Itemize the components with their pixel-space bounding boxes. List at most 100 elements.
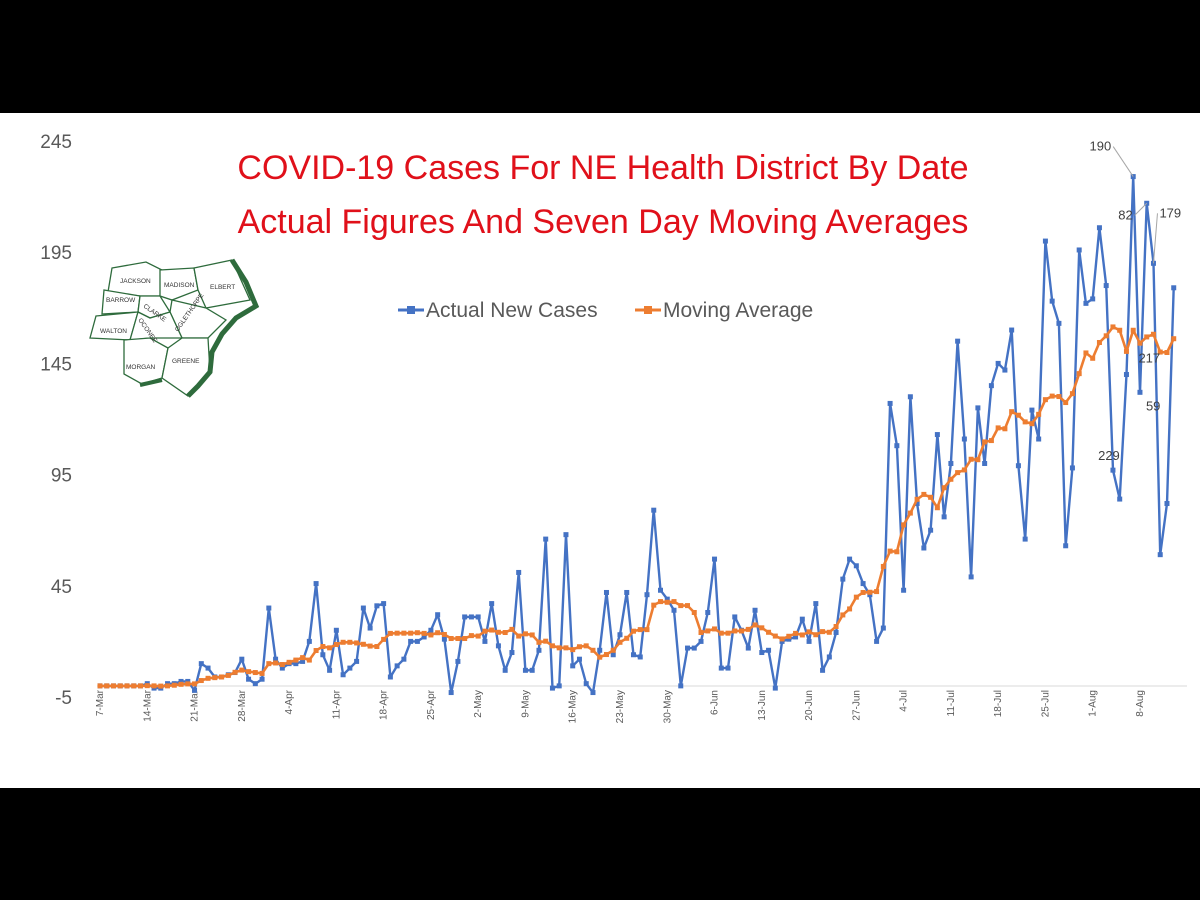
- data-point-moving-average: [333, 642, 339, 648]
- data-point-actual: [455, 658, 461, 664]
- data-point-moving-average: [455, 636, 461, 642]
- data-point-moving-average: [1009, 409, 1015, 415]
- data-point-moving-average: [360, 641, 366, 647]
- data-point-actual: [752, 607, 758, 613]
- data-point-moving-average: [104, 683, 110, 689]
- data-point-moving-average: [1022, 419, 1028, 425]
- data-point-actual: [367, 625, 373, 631]
- x-tick-label: 8-Aug: [1135, 690, 1146, 717]
- data-point-actual: [1063, 543, 1069, 549]
- data-point-actual: [273, 656, 279, 662]
- data-point-actual: [576, 656, 582, 662]
- data-point-moving-average: [117, 683, 123, 689]
- data-point-actual: [766, 647, 772, 653]
- data-point-moving-average: [259, 670, 265, 676]
- data-point-moving-average: [1069, 391, 1075, 397]
- data-point-moving-average: [327, 645, 333, 651]
- data-point-actual: [1171, 285, 1177, 291]
- data-point-moving-average: [367, 643, 373, 649]
- data-point-moving-average: [97, 683, 103, 689]
- data-point-actual: [955, 338, 961, 344]
- data-point-actual: [759, 650, 765, 656]
- data-point-moving-average: [219, 674, 225, 680]
- chart-title: COVID-19 Cases For NE Health District By…: [237, 149, 968, 241]
- data-point-actual: [192, 687, 198, 693]
- data-point-moving-average: [968, 456, 974, 462]
- data-point-moving-average: [313, 648, 319, 654]
- data-point-moving-average: [799, 632, 805, 638]
- legend-item-actual: Actual New Cases: [398, 299, 598, 322]
- data-point-actual: [549, 685, 555, 691]
- data-point-moving-average: [273, 660, 279, 666]
- data-point-actual: [793, 634, 799, 640]
- data-point-moving-average: [766, 629, 772, 635]
- map-label-barrow: BARROW: [106, 297, 136, 304]
- data-point-actual: [657, 587, 663, 593]
- data-point-actual: [482, 638, 488, 644]
- data-label: 229: [1098, 448, 1120, 463]
- data-point-moving-average: [158, 683, 164, 689]
- data-point-actual: [732, 614, 738, 620]
- data-point-actual: [833, 630, 839, 636]
- data-point-actual: [712, 556, 718, 562]
- x-tick-label: 25-Jul: [1040, 690, 1051, 717]
- data-point-moving-average: [590, 647, 596, 653]
- data-point-actual: [333, 627, 339, 633]
- data-point-actual: [887, 400, 893, 406]
- data-point-moving-average: [1110, 324, 1116, 330]
- data-point-actual: [901, 587, 907, 593]
- data-point-moving-average: [610, 647, 616, 653]
- data-point-moving-average: [1164, 350, 1170, 356]
- data-point-moving-average: [1015, 412, 1021, 418]
- data-point-moving-average: [441, 632, 447, 638]
- data-point-moving-average: [489, 627, 495, 633]
- data-point-moving-average: [435, 630, 441, 636]
- data-point-moving-average: [205, 675, 211, 681]
- data-point-actual: [603, 589, 609, 595]
- data-point-actual: [1009, 327, 1015, 333]
- data-point-actual: [354, 658, 360, 664]
- data-point-actual: [300, 658, 306, 664]
- data-label-layer: 229 217 190 179 82 59: [1090, 139, 1182, 464]
- data-point-moving-average: [840, 612, 846, 618]
- data-point-actual: [327, 667, 333, 673]
- data-point-moving-average: [171, 682, 177, 688]
- data-point-moving-average: [401, 630, 407, 636]
- data-point-moving-average: [252, 670, 258, 676]
- data-point-actual: [928, 527, 934, 533]
- data-point-moving-average: [1042, 397, 1048, 403]
- data-point-actual: [786, 636, 792, 642]
- data-point-actual: [880, 625, 886, 631]
- data-point-moving-average: [306, 657, 312, 663]
- data-point-moving-average: [1103, 333, 1109, 339]
- data-point-moving-average: [597, 654, 603, 660]
- data-label: 179: [1159, 205, 1181, 220]
- data-point-moving-average: [522, 631, 528, 637]
- data-point-moving-average: [387, 630, 393, 636]
- data-point-moving-average: [691, 609, 697, 615]
- x-tick-label: 4-Apr: [284, 689, 295, 714]
- data-point-moving-average: [907, 510, 913, 516]
- data-point-moving-average: [786, 633, 792, 639]
- data-point-actual: [678, 683, 684, 689]
- data-point-moving-average: [246, 669, 252, 675]
- data-point-moving-average: [657, 599, 663, 605]
- y-tick-label: 145: [40, 354, 72, 375]
- data-point-actual: [570, 663, 576, 669]
- data-label-leader: [1112, 146, 1134, 177]
- data-point-moving-average: [772, 633, 778, 639]
- data-point-moving-average: [509, 626, 515, 632]
- x-tick-label: 30-May: [662, 690, 673, 723]
- map-label-elbert: ELBERT: [210, 284, 235, 291]
- data-point-actual: [847, 556, 853, 562]
- y-tick-label: -5: [55, 688, 72, 709]
- data-point-actual: [421, 634, 427, 640]
- data-point-actual: [502, 667, 508, 673]
- map-label-madison: MADISON: [164, 282, 195, 289]
- data-point-actual: [509, 650, 515, 656]
- map-county-madison: [159, 267, 199, 301]
- data-point-actual: [671, 607, 677, 613]
- data-point-moving-average: [664, 599, 670, 605]
- data-point-moving-average: [887, 548, 893, 554]
